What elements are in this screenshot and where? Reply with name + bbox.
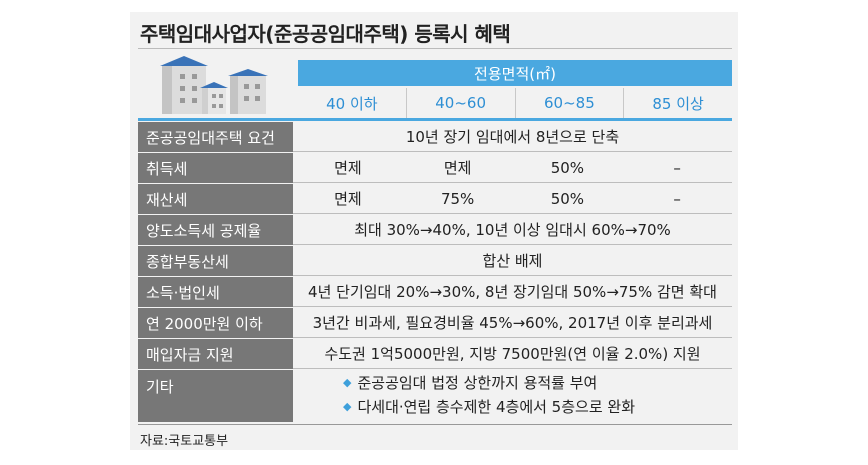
row-cell: 50% bbox=[550, 158, 585, 177]
row-label: 소득·법인세 bbox=[138, 277, 293, 307]
table-row: 준공공임대주택 요건 10년 장기 임대에서 8년으로 단축 bbox=[138, 122, 732, 152]
row-cell: – bbox=[673, 158, 681, 177]
column-header: 60~85 bbox=[514, 88, 624, 118]
row-value: 3년간 비과세, 필요경비율 45%→60%, 2017년 이후 분리과세 bbox=[312, 314, 713, 332]
table-row: 매입자금 지원 수도권 1억5000만원, 지방 7500만원(연 이율 2.0… bbox=[138, 339, 732, 369]
row-cell: 면제 bbox=[334, 159, 362, 177]
diamond-bullet-icon: ◆ bbox=[343, 376, 352, 389]
row-value: 4년 단기임대 20%→30%, 8년 장기임대 50%→75% 감면 확대 bbox=[308, 283, 717, 301]
row-label: 기타 bbox=[138, 370, 293, 422]
row-label: 양도소득세 공제율 bbox=[138, 215, 293, 245]
row-label: 재산세 bbox=[138, 184, 293, 214]
row-label: 매입자금 지원 bbox=[138, 339, 293, 369]
row-value: 10년 장기 임대에서 8년으로 단축 bbox=[405, 128, 620, 146]
area-columns: 40 이하 40~60 60~85 85 이상 bbox=[298, 88, 732, 118]
table-row: 취득세 면제 면제 50% – bbox=[138, 153, 732, 183]
list-item: ◆ 다세대·연립 층수제한 4층에서 5층으로 완화 bbox=[343, 398, 635, 416]
row-value: 최대 30%→40%, 10년 이상 임대시 60%→70% bbox=[354, 221, 671, 239]
row-cell: 면제 bbox=[443, 159, 472, 177]
header-divider bbox=[138, 118, 732, 121]
row-label: 연 2000만원 이하 bbox=[138, 308, 293, 338]
row-label: 취득세 bbox=[138, 153, 293, 183]
column-header: 40~60 bbox=[405, 88, 515, 118]
table-row: 양도소득세 공제율 최대 30%→40%, 10년 이상 임대시 60%→70% bbox=[138, 215, 732, 245]
row-value: 수도권 1억5000만원, 지방 7500만원(연 이율 2.0%) 지원 bbox=[324, 345, 701, 363]
row-cell: 75% bbox=[440, 189, 475, 208]
list-item: ◆ 준공공임대 법정 상한까지 용적률 부여 bbox=[343, 374, 598, 392]
row-label: 종합부동산세 bbox=[138, 246, 293, 276]
page-title: 주택임대사업자(준공공임대주택) 등록시 혜택 bbox=[140, 22, 511, 46]
source-divider bbox=[138, 424, 732, 425]
table-row: 연 2000만원 이하 3년간 비과세, 필요경비율 45%→60%, 2017… bbox=[138, 308, 732, 338]
row-cell: 면제 bbox=[334, 190, 362, 208]
apartment-buildings-icon bbox=[160, 56, 268, 114]
table-row: 종합부동산세 합산 배제 bbox=[138, 246, 732, 276]
row-cell: – bbox=[673, 189, 681, 208]
source-note: 자료:국토교통부 bbox=[140, 434, 229, 449]
diamond-bullet-icon: ◆ bbox=[343, 400, 352, 413]
bullet-list: ◆ 준공공임대 법정 상한까지 용적률 부여 ◆ 다세대·연립 층수제한 4층에서 … bbox=[293, 372, 732, 420]
area-header: 전용면적(㎡) bbox=[298, 60, 732, 86]
table-row: 소득·법인세 4년 단기임대 20%→30%, 8년 장기임대 50%→75% … bbox=[138, 277, 732, 307]
row-value: 합산 배제 bbox=[482, 252, 543, 270]
column-header: 85 이상 bbox=[623, 88, 732, 118]
row-cell: 50% bbox=[550, 189, 585, 208]
row-label: 준공공임대주택 요건 bbox=[138, 122, 293, 152]
table-row: 기타 ◆ 준공공임대 법정 상한까지 용적률 부여 ◆ 다세대·연립 층수제한 4층… bbox=[138, 370, 732, 422]
column-header: 40 이하 bbox=[326, 94, 378, 113]
table-row: 재산세 면제 75% 50% – bbox=[138, 184, 732, 214]
title-divider bbox=[138, 48, 732, 49]
